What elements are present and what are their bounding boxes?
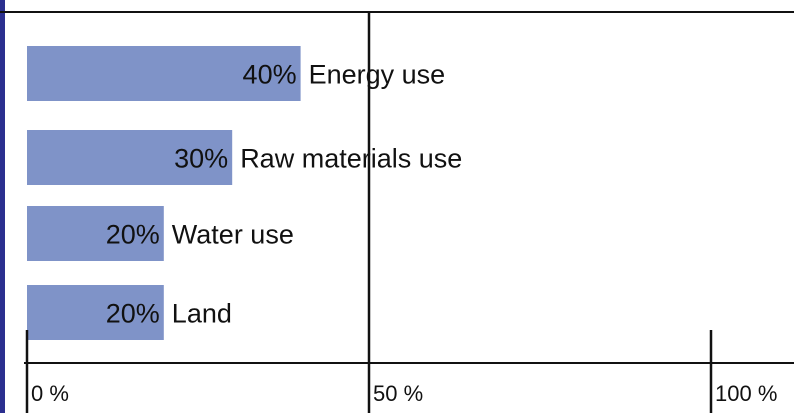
x-tick-label-50: 50 %	[373, 381, 423, 406]
bar-category-label-1: Raw materials use	[240, 144, 462, 174]
bar-category-label-0: Energy use	[309, 60, 446, 90]
bar-value-label-0: 40%	[243, 60, 297, 90]
bar-value-label-1: 30%	[174, 144, 228, 174]
x-tick-label-0: 0 %	[31, 381, 69, 406]
bar-0	[27, 46, 301, 101]
bar-1	[27, 130, 233, 185]
bar-3	[27, 285, 164, 340]
bar-2	[27, 206, 164, 261]
bar-value-label-2: 20%	[106, 220, 160, 250]
bar-value-label-3: 20%	[106, 299, 160, 329]
bar-category-label-2: Water use	[172, 220, 294, 250]
frame-edge	[0, 0, 5, 413]
x-tick-label-100: 100 %	[715, 381, 777, 406]
bar-category-label-3: Land	[172, 299, 232, 329]
